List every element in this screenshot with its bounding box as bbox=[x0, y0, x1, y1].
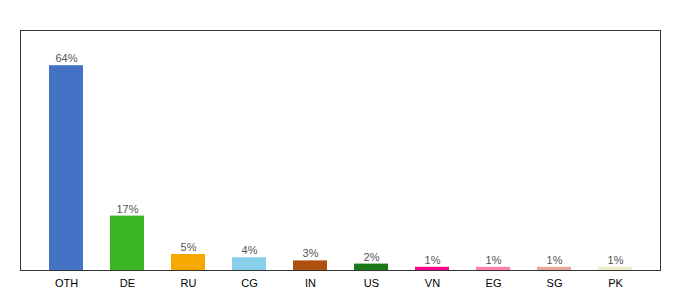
svg-text:1%: 1% bbox=[425, 254, 441, 266]
svg-text:3%: 3% bbox=[303, 247, 319, 259]
svg-text:RU: RU bbox=[181, 277, 197, 289]
svg-text:1%: 1% bbox=[608, 254, 624, 266]
svg-text:DE: DE bbox=[120, 277, 135, 289]
svg-text:SG: SG bbox=[547, 277, 563, 289]
svg-text:1%: 1% bbox=[486, 254, 502, 266]
svg-text:CG: CG bbox=[241, 277, 258, 289]
svg-text:OTH: OTH bbox=[55, 277, 78, 289]
svg-text:PK: PK bbox=[608, 277, 623, 289]
svg-text:EG: EG bbox=[486, 277, 502, 289]
svg-text:2%: 2% bbox=[364, 251, 380, 263]
svg-text:4%: 4% bbox=[242, 244, 258, 256]
svg-text:IN: IN bbox=[305, 277, 316, 289]
svg-text:1%: 1% bbox=[547, 254, 563, 266]
svg-text:64%: 64% bbox=[55, 52, 77, 64]
svg-text:17%: 17% bbox=[116, 203, 138, 215]
svg-text:5%: 5% bbox=[181, 241, 197, 253]
svg-text:US: US bbox=[364, 277, 379, 289]
svg-text:VN: VN bbox=[425, 277, 440, 289]
